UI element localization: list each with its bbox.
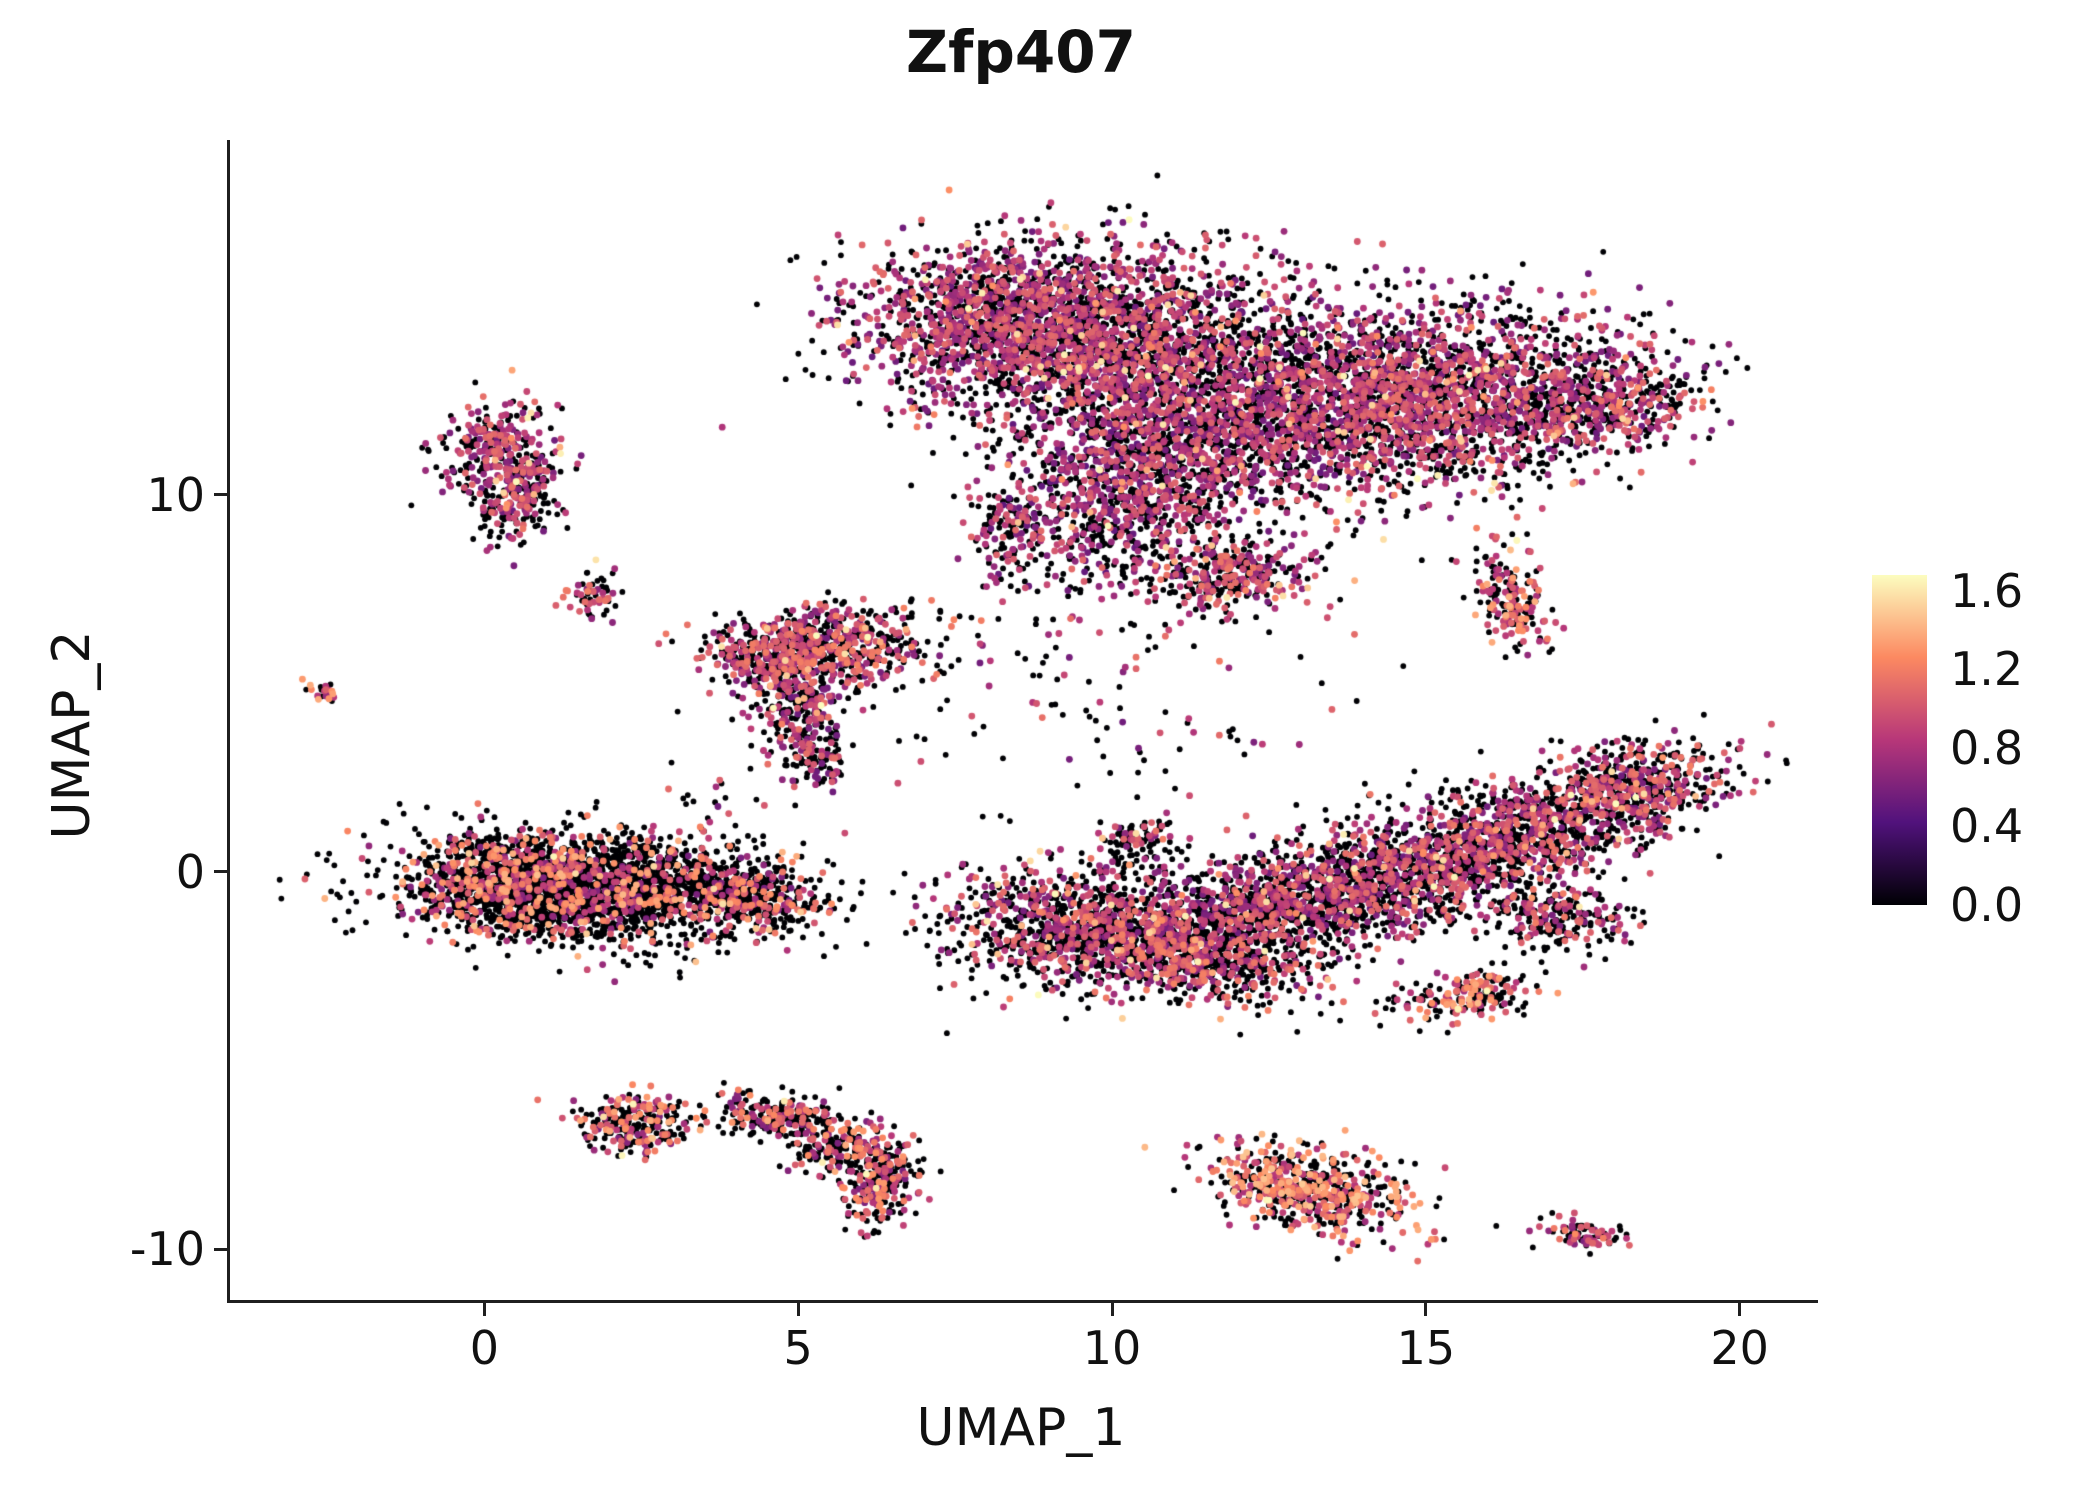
y-tick-mark [214,493,227,497]
colorbar-legend [1872,575,1927,905]
x-tick-mark [1110,1303,1114,1316]
y-tick-label: 0 [175,844,205,899]
plot-title: Zfp407 [906,18,1136,86]
y-tick-mark [214,870,227,874]
x-tick-mark [796,1303,800,1316]
scatter-canvas [230,140,1818,1300]
x-tick-label: 0 [469,1321,499,1375]
y-axis-label: UMAP_2 [42,630,102,840]
x-tick-label: 20 [1710,1321,1769,1375]
x-tick-mark [1424,1303,1428,1316]
x-tick-mark [1738,1303,1742,1316]
colorbar-gradient [1872,575,1927,905]
y-tick-label: 10 [146,467,205,522]
x-tick-label: 5 [783,1321,813,1375]
x-axis-label: UMAP_1 [916,1398,1126,1458]
y-tick-label: -10 [129,1222,205,1277]
legend-tick-label: 1.6 [1950,563,2024,618]
y-tick-mark [214,1247,227,1251]
plot-area [227,140,1818,1303]
legend-tick-label: 0.0 [1950,878,2024,932]
x-tick-label: 10 [1082,1321,1142,1375]
legend-tick-label: 0.4 [1950,799,2024,854]
x-tick-mark [482,1303,486,1316]
legend-tick-label: 0.8 [1950,720,2024,775]
legend-tick-label: 1.2 [1950,642,2024,697]
x-tick-label: 15 [1396,1321,1456,1375]
